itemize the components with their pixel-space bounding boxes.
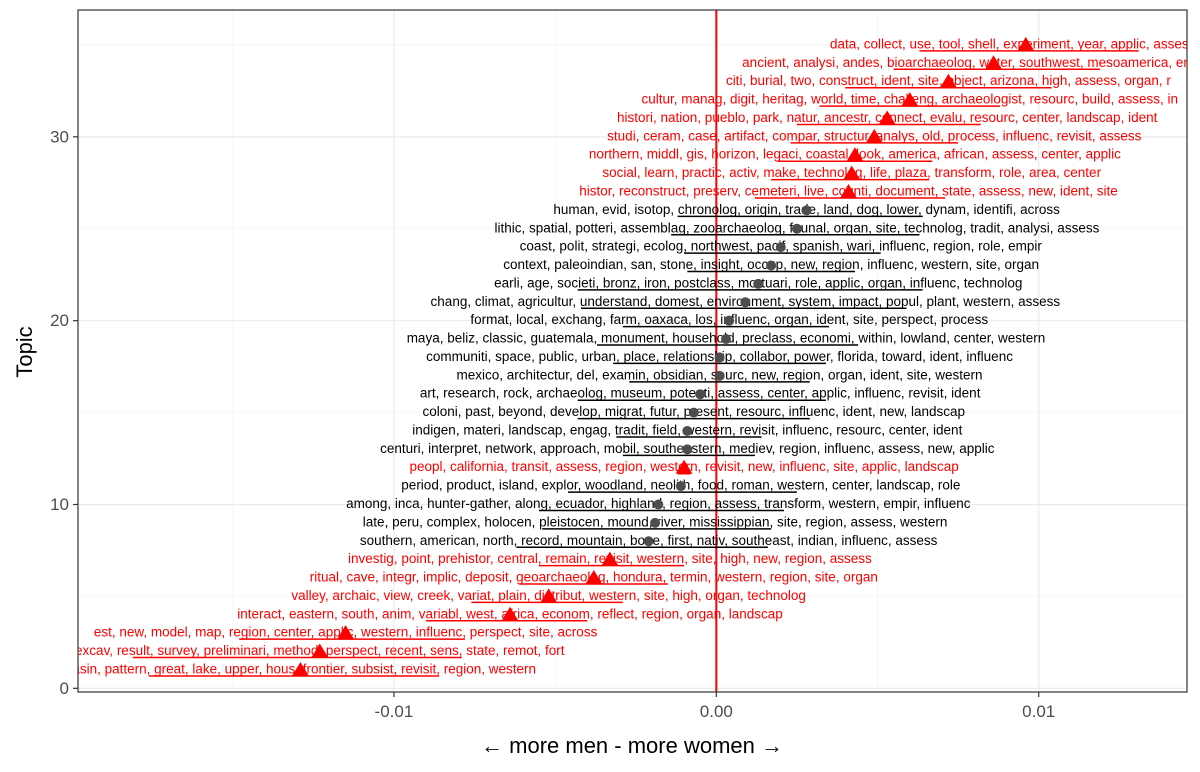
significant-point-marker [292, 661, 309, 676]
point-marker [650, 517, 661, 528]
point-marker [682, 425, 693, 436]
x-axis: -0.01 0.00 0.01 [375, 692, 1055, 721]
point-marker [791, 223, 802, 234]
point-marker [675, 481, 686, 492]
topic-label: basin, pattern, great, lake, upper, hous… [65, 661, 536, 676]
panel-background [78, 10, 1187, 692]
point-marker [688, 407, 699, 418]
significant-point-marker [1017, 36, 1035, 51]
significant-point-marker [337, 625, 354, 640]
significant-point-marker [940, 73, 957, 88]
panel-border [77, 9, 1188, 693]
significant-point-marker [846, 147, 864, 162]
significant-point-marker [675, 459, 693, 474]
significant-point-marker [865, 128, 883, 143]
plot-area: basin, pattern, great, lake, upper, hous… [65, 9, 1200, 693]
point-marker [766, 260, 777, 271]
topic-label: data, collect, use, tool, shell, experim… [830, 36, 1200, 51]
y-tick-label: 0 [60, 679, 69, 698]
significant-point-marker [311, 643, 329, 658]
significant-point-marker [540, 588, 558, 603]
significant-point-marker [878, 110, 896, 125]
point-marker [724, 315, 735, 326]
significant-point-marker [985, 55, 1002, 70]
significant-point-marker [585, 570, 603, 585]
topic-label: ancient, analysi, andes, bioarchaeolog, … [742, 55, 1200, 70]
point-marker [801, 205, 812, 216]
y-tick-label: 10 [50, 495, 69, 514]
point-marker [643, 536, 654, 547]
significant-point-marker [501, 606, 519, 621]
x-tick-label: -0.01 [375, 702, 414, 721]
point-marker [714, 352, 725, 363]
y-tick-label: 30 [50, 127, 69, 146]
significant-point-marker [843, 165, 861, 180]
y-axis: 0 10 20 30 [50, 127, 78, 698]
point-marker [695, 389, 706, 400]
point-marker [653, 499, 664, 510]
significant-point-marker [601, 551, 619, 566]
point-marker [753, 278, 764, 289]
y-axis-title: Topic [12, 326, 37, 377]
significant-point-marker [840, 183, 857, 198]
point-marker [714, 370, 725, 381]
point-marker [720, 334, 731, 345]
panel-content: basin, pattern, great, lake, upper, hous… [65, 10, 1200, 692]
point-marker [740, 297, 751, 308]
point-marker [682, 444, 693, 455]
y-tick-label: 20 [50, 311, 69, 330]
significant-point-marker [901, 92, 919, 107]
x-axis-title: ← more men - more women → [481, 733, 783, 758]
point-marker [775, 242, 786, 253]
x-tick-label: 0.00 [700, 702, 733, 721]
x-tick-label: 0.01 [1022, 702, 1055, 721]
